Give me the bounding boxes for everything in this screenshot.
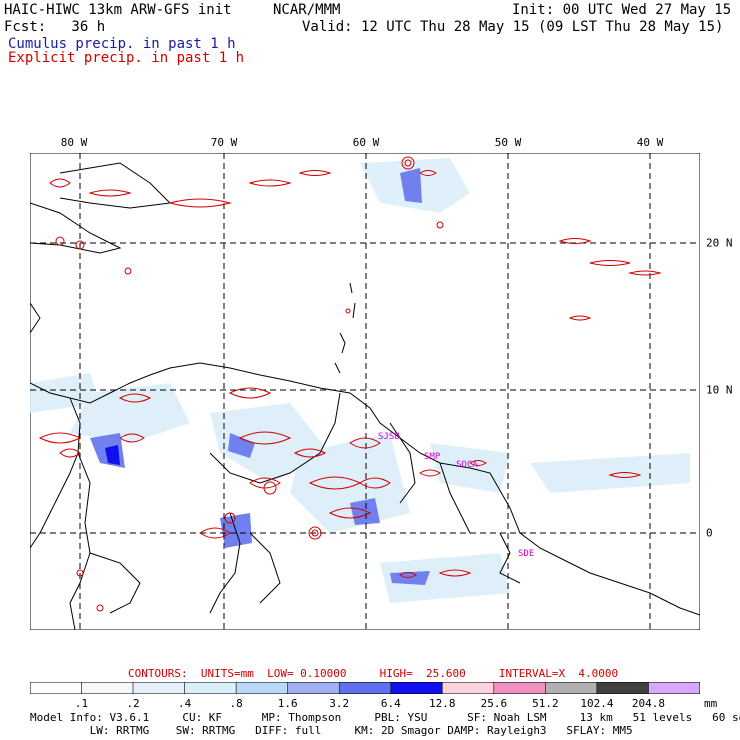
- colorbar-cell: [338, 682, 392, 694]
- city-label-sjsu: SJSU: [378, 432, 400, 442]
- colorbar-tick-label: 1.6: [277, 697, 298, 710]
- lon-label-40w: 40 W: [636, 136, 664, 149]
- model-title: HAIC-HIWC 13km ARW-GFS init: [4, 2, 232, 18]
- init-time: Init: 00 UTC Wed 27 May 15: [512, 2, 732, 18]
- colorbar-tick-label: .1: [74, 697, 89, 710]
- colorbar-cell: [81, 682, 134, 694]
- colorbar-tick-label: .2: [126, 697, 140, 710]
- explicit-legend: Explicit precip. in past 1 h: [8, 50, 245, 66]
- lon-label-70w: 70 W: [210, 136, 238, 149]
- colorbar-cell: [596, 682, 649, 694]
- colorbar: [30, 682, 700, 694]
- colorbar-cell: [545, 682, 598, 694]
- explicit-contours: [38, 156, 662, 612]
- colorbar-cell: [30, 682, 82, 694]
- colorbar-cell: [287, 682, 340, 694]
- lon-label-60w: 60 W: [352, 136, 380, 149]
- colorbar-tick-label: 102.4: [580, 697, 614, 710]
- lat-label-20n: 20 N: [706, 236, 733, 250]
- colorbar-tick-label: 51.2: [532, 697, 559, 710]
- city-label-soca: SOCA: [456, 460, 478, 470]
- colorbar-cell: [493, 682, 546, 694]
- colorbar-tick-label: 3.2: [329, 697, 350, 710]
- colorbar-cell: [390, 682, 443, 694]
- colorbar-tick-label: 6.4: [380, 697, 401, 710]
- org-label: NCAR/MMM: [273, 2, 341, 18]
- colorbar-tick-label: 25.6: [480, 697, 508, 710]
- contours-info: CONTOURS: UNITS=mm LOW= 0.10000 HIGH= 25…: [128, 667, 619, 680]
- colorbar-tick-label: .8: [229, 697, 243, 710]
- colorbar-cell: [648, 682, 700, 694]
- colorbar-tick-label: .4: [177, 697, 192, 710]
- colorbar-cell: [184, 682, 237, 694]
- lon-label-50w: 50 W: [494, 136, 522, 149]
- colorbar-tick-label: 204.8: [631, 697, 666, 710]
- model-info-line1: Model Info: V3.6.1 CU: KF MP: Thompson P…: [30, 711, 740, 724]
- colorbar-cell: [442, 682, 495, 694]
- cumulus-legend: Cumulus precip. in past 1 h: [8, 36, 236, 52]
- model-info-line2: LW: RRTMG SW: RRTMG DIFF: full KM: 2D Sm…: [30, 724, 633, 737]
- cumulus-core: [105, 445, 120, 465]
- forecast-hour: Fcst: 36 h: [4, 19, 106, 35]
- colorbar-unit: mm: [704, 697, 718, 710]
- lat-label-10n: 10 N: [706, 383, 733, 397]
- city-label-sde: SDE: [518, 549, 535, 559]
- lon-label-80w: 80 W: [60, 136, 88, 149]
- colorbar-cell: [132, 682, 185, 694]
- lat-label-0: 0: [706, 526, 713, 540]
- colorbar-tick-label: 12.8: [429, 697, 456, 710]
- valid-time: Valid: 12 UTC Thu 28 May 15 (09 LST Thu …: [302, 19, 724, 35]
- city-label-smp: SMP: [424, 452, 441, 462]
- colorbar-cell: [235, 682, 288, 694]
- lat-lon-grid: [30, 153, 700, 630]
- precip-map: [30, 153, 700, 630]
